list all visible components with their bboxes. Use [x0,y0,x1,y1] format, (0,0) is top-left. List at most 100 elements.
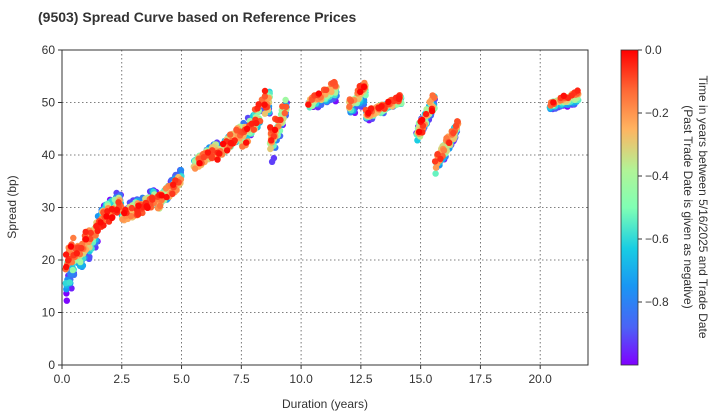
colorbar-tick-label: −0.2 [645,106,669,120]
y-tick-label: 40 [42,148,56,162]
scatter-point [73,250,81,257]
scatter-point [170,181,177,188]
scatter-point [323,86,330,94]
scatter-point [62,263,70,271]
scatter-point [227,139,235,147]
scatter-point [87,229,95,237]
scatter-point [163,193,170,201]
scatter-point [279,103,286,110]
scatter-point [200,154,207,161]
y-tick-label: 50 [42,96,56,110]
scatter-point [346,103,353,110]
scatter-point [432,170,439,177]
scatter-point [315,90,322,97]
scatter-point [113,206,121,214]
x-tick-label: 12.5 [349,372,373,386]
y-axis-label: Spread (bp) [5,175,19,238]
scatter-point [267,145,274,153]
colorbar-tick-label: −0.8 [645,295,669,309]
scatter-point [223,147,231,154]
scatter-point [271,126,279,134]
scatter-point [365,109,372,117]
x-tick-label: 10.0 [289,372,313,386]
scatter-point [196,160,203,167]
scatter-point [63,297,70,304]
scatter-point [360,83,368,91]
scatter-point [191,165,199,172]
scatter-point [66,279,73,286]
colorbar-tick-label: 0.0 [645,43,662,57]
scatter-point [62,251,70,258]
scatter-point [282,96,289,104]
scatter-point [204,149,212,156]
scatter-point [434,151,441,158]
scatter-point [261,101,268,108]
scatter-point [452,122,460,130]
colorbar-label-line2: (Past Trade Date is given as negative) [681,105,695,308]
scatter-point [415,128,423,136]
scatter-point [267,124,274,131]
scatter-point [261,93,269,100]
scatter-point [169,190,176,197]
scatter-point [94,227,101,234]
scatter-point [255,101,262,108]
scatter-point [550,99,557,106]
scatter-point [227,131,234,138]
y-tick-label: 0 [48,358,55,372]
scatter-point [135,202,142,209]
scatter-point [77,258,84,266]
scatter-point [109,214,116,221]
x-tick-label: 17.5 [469,372,493,386]
scatter-point [268,137,275,144]
scatter-point [243,125,251,132]
scatter-point [268,158,276,165]
scatter-point [143,203,150,210]
scatter-point [70,234,77,242]
scatter-point [128,204,135,212]
scatter-point [177,166,185,174]
scatter-point [82,228,89,236]
scatter-point [78,244,85,252]
y-tick-label: 10 [42,306,56,320]
scatter-point [121,209,128,217]
scatter-point [261,110,269,117]
scatter-point [82,236,90,243]
scatter-point [437,155,444,163]
scatter-point [422,110,430,118]
grid-lines [62,50,588,365]
scatter-point [574,87,581,94]
colorbar [620,49,639,366]
scatter-point [127,212,135,220]
scatter-point [450,129,457,137]
scatter-points [62,78,582,304]
scatter-point [64,257,72,264]
scatter-point [328,88,335,96]
y-tick-label: 20 [42,253,56,267]
x-tick-label: 0.0 [54,372,71,386]
scatter-point [214,156,221,163]
scatter-point [331,78,338,86]
scatter-point [560,92,567,100]
scatter-point [158,192,165,199]
x-tick-label: 20.0 [529,372,553,386]
scatter-point [446,139,453,146]
scatter-point [281,109,288,117]
scatter-point [156,202,164,209]
scatter-point [253,119,260,127]
scatter-point [108,206,116,213]
colorbar-label-line1: Time in years between 5/16/2025 and Trad… [696,75,710,338]
scatter-point [68,285,75,292]
scatter-point [115,199,122,206]
x-axis-label: Duration (years) [282,397,368,411]
scatter-point [239,143,246,150]
scatter-point [385,98,392,106]
scatter-point [208,153,215,160]
scatter-point [69,266,76,274]
scatter-point [103,213,110,220]
scatter-point [423,106,430,113]
chart-title: (9503) Spread Curve based on Reference P… [38,9,356,25]
y-tick-label: 60 [42,43,56,57]
scatter-point [305,101,312,108]
x-tick-label: 5.0 [173,372,190,386]
scatter-point [277,116,284,124]
